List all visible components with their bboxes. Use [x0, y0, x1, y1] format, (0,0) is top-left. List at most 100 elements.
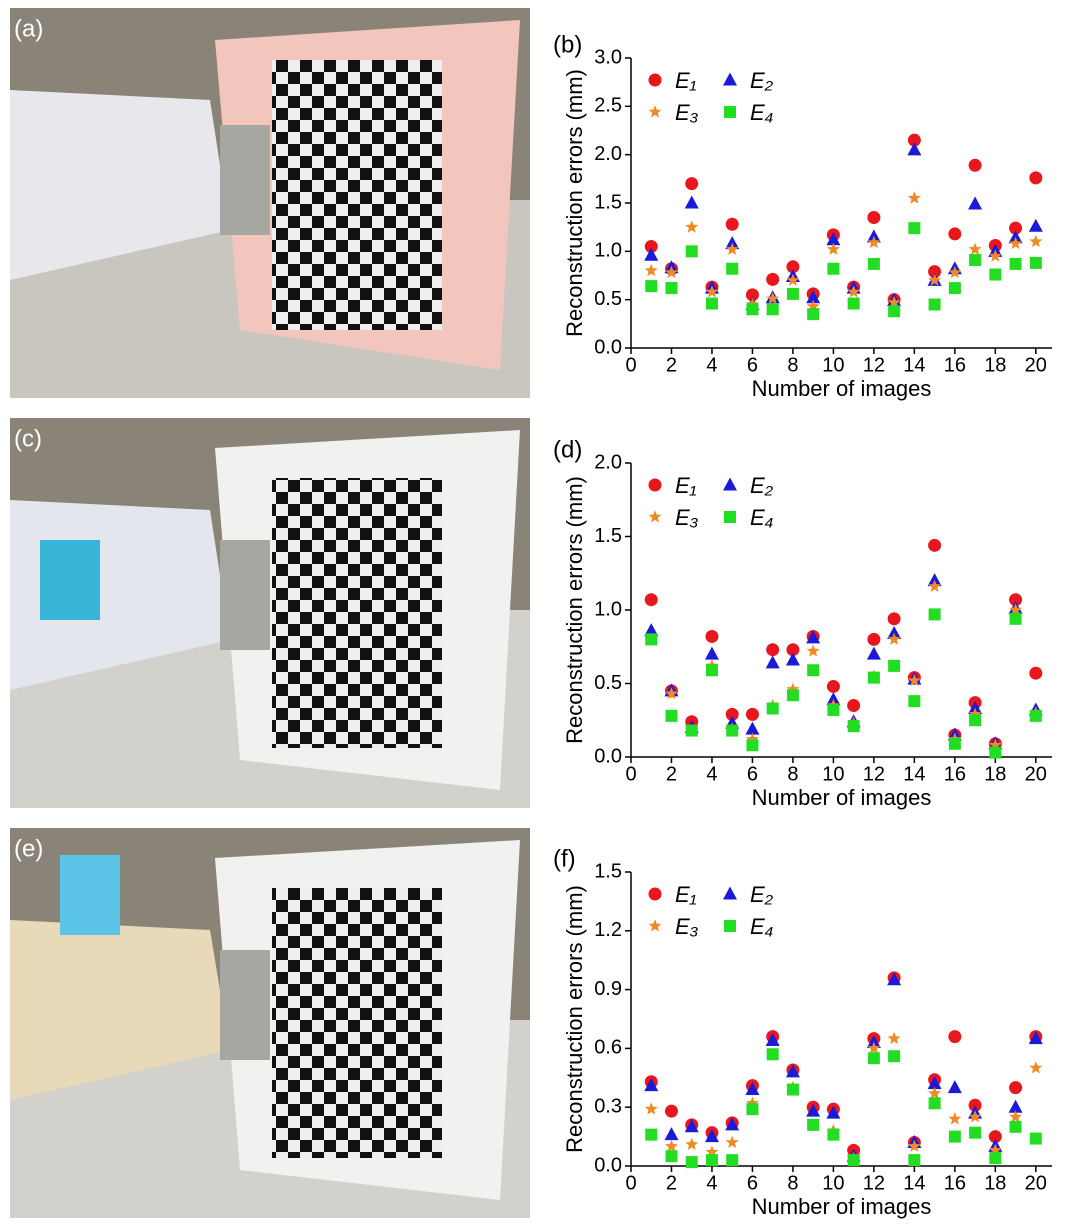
marker: [868, 672, 880, 684]
marker: [726, 1154, 738, 1166]
x-tick-label: 10: [822, 354, 844, 376]
x-tick-label: 12: [863, 1172, 885, 1194]
y-tick-label: 0.0: [594, 745, 622, 767]
marker: [746, 303, 758, 315]
marker: [1010, 613, 1022, 625]
marker: [645, 1102, 658, 1114]
marker: [807, 644, 820, 656]
x-tick-label: 0: [625, 354, 636, 376]
x-tick-label: 2: [666, 763, 677, 785]
marker: [706, 298, 718, 310]
marker: [989, 269, 1001, 281]
marker: [724, 920, 736, 932]
x-tick-label: 2: [666, 354, 677, 376]
x-axis-title: Number of images: [752, 376, 932, 401]
marker: [848, 1154, 860, 1166]
x-tick-label: 4: [706, 763, 717, 785]
marker: [766, 273, 779, 286]
legend-label: E₃: [675, 100, 699, 125]
x-tick-label: 6: [747, 1172, 758, 1194]
marker: [908, 695, 920, 707]
x-tick-label: 20: [1025, 763, 1047, 785]
marker: [1030, 257, 1042, 269]
legend-label: E₄: [750, 914, 774, 939]
x-tick-label: 12: [863, 763, 885, 785]
y-tick-label: 1.5: [594, 860, 622, 882]
x-tick-label: 10: [822, 763, 844, 785]
x-tick-label: 0: [625, 1172, 636, 1194]
marker: [867, 236, 880, 248]
marker: [665, 710, 677, 722]
y-axis-title: Reconstruction errors (mm): [562, 69, 587, 337]
marker: [969, 1110, 982, 1122]
marker: [665, 1150, 677, 1162]
photo-label: (c): [14, 425, 42, 452]
y-axis-title: Reconstruction errors (mm): [562, 885, 587, 1153]
marker: [705, 647, 719, 660]
marker: [787, 288, 799, 300]
marker: [767, 303, 779, 315]
marker: [746, 1103, 758, 1115]
marker: [786, 274, 799, 286]
marker: [723, 73, 737, 86]
y-tick-label: 1.5: [594, 191, 622, 213]
marker: [1030, 1133, 1042, 1145]
marker: [888, 612, 901, 625]
marker: [948, 227, 961, 240]
marker: [888, 633, 901, 645]
marker: [948, 1080, 962, 1093]
marker: [1009, 237, 1022, 249]
marker: [807, 308, 819, 320]
marker: [848, 298, 860, 310]
x-tick-label: 14: [903, 763, 925, 785]
marker: [767, 702, 779, 714]
x-axis-title: Number of images: [752, 785, 932, 810]
marker: [989, 747, 1001, 759]
marker: [645, 280, 657, 292]
marker: [888, 305, 900, 317]
marker: [969, 159, 982, 172]
marker: [787, 1084, 799, 1096]
y-axis-title: Reconstruction errors (mm): [562, 476, 587, 744]
legend-label: E₃: [675, 914, 699, 939]
y-tick-label: 2.0: [594, 143, 622, 165]
y-tick-label: 1.0: [594, 240, 622, 262]
marker: [787, 689, 799, 701]
x-tick-label: 18: [984, 1172, 1006, 1194]
marker: [827, 680, 840, 693]
marker: [868, 1052, 880, 1064]
marker: [868, 258, 880, 270]
marker: [649, 510, 662, 522]
marker: [1029, 667, 1042, 680]
marker: [989, 1152, 1001, 1164]
legend-label: E₁: [675, 882, 697, 907]
marker: [645, 264, 658, 276]
marker: [685, 196, 699, 209]
legend-label: E₄: [750, 505, 774, 530]
marker: [649, 74, 662, 87]
marker: [908, 191, 921, 203]
marker: [685, 220, 698, 232]
marker: [726, 263, 738, 275]
marker: [847, 699, 860, 712]
marker: [1030, 710, 1042, 722]
y-tick-label: 0.5: [594, 288, 622, 310]
marker: [867, 1042, 880, 1054]
marker: [766, 655, 780, 668]
marker: [827, 263, 839, 275]
legend-label: E₂: [750, 882, 774, 907]
legend-label: E₂: [750, 68, 774, 93]
legend-label: E₄: [750, 100, 774, 125]
marker: [723, 887, 737, 900]
marker: [807, 1119, 819, 1131]
marker: [1010, 1121, 1022, 1133]
y-tick-label: 1.5: [594, 525, 622, 547]
marker: [888, 1050, 900, 1062]
panel-label: (f): [553, 845, 576, 872]
marker: [726, 243, 739, 255]
marker: [649, 919, 662, 931]
marker: [1029, 219, 1043, 232]
panel-label: (b): [553, 31, 582, 58]
y-tick-label: 0.9: [594, 978, 622, 1000]
x-tick-label: 14: [903, 1172, 925, 1194]
